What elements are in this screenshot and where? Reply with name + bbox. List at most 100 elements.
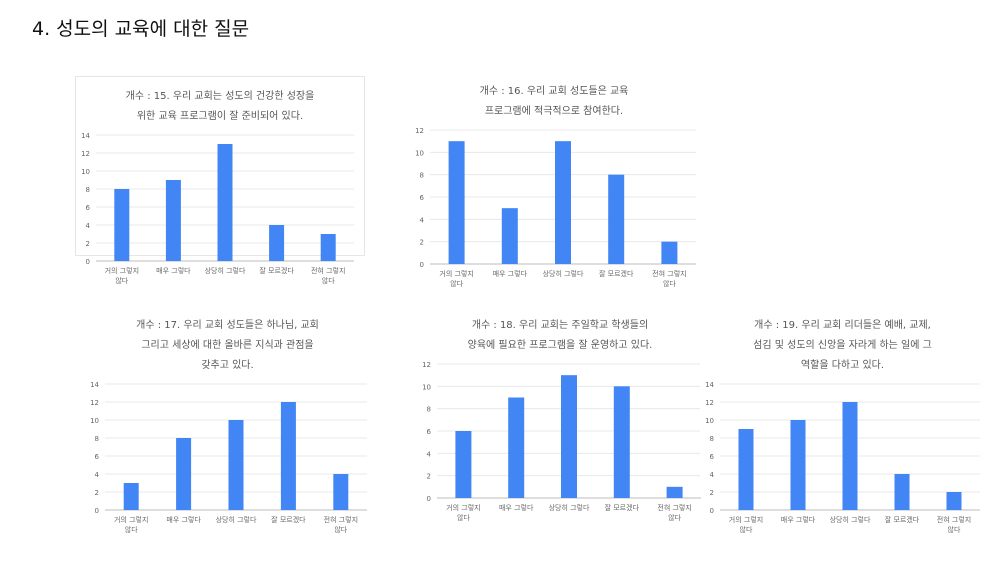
- y-tick-label: 4: [95, 471, 100, 479]
- x-category-label: 상당히 그렇다: [205, 266, 246, 275]
- bar: [280, 402, 296, 510]
- y-tick-label: 10: [415, 149, 424, 157]
- y-tick-label: 4: [86, 222, 91, 230]
- y-tick-label: 10: [90, 417, 99, 425]
- x-category-label: 않다: [125, 525, 138, 534]
- x-category-label: 잘 모르겠다: [885, 515, 920, 524]
- y-tick-label: 8: [710, 435, 714, 443]
- x-category-label: 상당히 그렇다: [549, 503, 590, 512]
- x-category-label: 매우 그렇다: [166, 515, 201, 524]
- bar: [269, 225, 285, 261]
- chart-title-line: 갖추고 있다.: [201, 360, 254, 371]
- bar: [448, 141, 465, 264]
- x-category-label: 전혀 그렇지: [937, 515, 971, 524]
- bar: [123, 483, 139, 510]
- y-tick-label: 14: [90, 381, 99, 389]
- x-category-label: 잘 모르겠다: [599, 269, 634, 278]
- bar: [894, 474, 910, 510]
- x-category-label: 거의 그렇지: [729, 515, 763, 524]
- chart-title-line: 역할을 다하고 있다.: [800, 360, 885, 371]
- y-tick-label: 2: [95, 489, 99, 497]
- y-tick-label: 0: [420, 261, 424, 269]
- bar: [561, 375, 577, 498]
- y-tick-label: 12: [415, 127, 424, 135]
- y-tick-label: 2: [86, 240, 90, 248]
- y-tick-label: 6: [427, 428, 432, 436]
- y-tick-label: 0: [86, 258, 90, 266]
- y-tick-label: 14: [81, 132, 90, 140]
- x-category-label: 않다: [450, 279, 463, 288]
- y-tick-label: 6: [86, 204, 91, 212]
- y-tick-label: 2: [427, 473, 431, 481]
- y-tick-label: 0: [710, 507, 714, 515]
- y-tick-label: 12: [705, 399, 714, 407]
- page-title: 4. 성도의 교육에 대한 질문: [32, 18, 250, 40]
- x-category-label: 잘 모르겠다: [259, 266, 294, 275]
- x-category-label: 않다: [740, 525, 753, 534]
- bar: [790, 420, 806, 510]
- x-category-label: 않다: [322, 276, 335, 285]
- x-category-label: 잘 모르겠다: [605, 503, 640, 512]
- x-category-label: 상당히 그렇다: [830, 515, 871, 524]
- chart-card-4: 개수 : 18. 우리 교회는 주일학교 학생들의 양육에 필요한 프로그램을 잘…: [415, 316, 705, 522]
- x-category-label: 전혀 그렇지: [324, 515, 358, 524]
- chart-title-line: 개수 : 18. 우리 교회는 주일학교 학생들의: [471, 320, 649, 331]
- y-tick-label: 10: [422, 383, 431, 391]
- chart-title-line: 개수 : 17. 우리 교회 성도들은 하나님, 교회: [136, 320, 319, 331]
- x-category-label: 거의 그렇지: [105, 266, 139, 275]
- y-tick-label: 12: [90, 399, 99, 407]
- chart-card-5: 개수 : 19. 우리 교회 리더들은 예배, 교제, 섬김 및 성도의 신앙을 …: [700, 316, 985, 534]
- y-tick-label: 12: [81, 150, 90, 158]
- y-tick-label: 6: [420, 194, 425, 202]
- x-category-label: 않다: [457, 513, 470, 522]
- chart-title: 개수 : 18. 우리 교회는 주일학교 학생들의 양육에 필요한 프로그램을 잘…: [415, 316, 705, 356]
- x-category-label: 매우 그렇다: [499, 503, 534, 512]
- y-tick-label: 0: [95, 507, 99, 515]
- bar: [613, 386, 630, 498]
- bar: [320, 234, 336, 261]
- x-category-label: 않다: [115, 276, 128, 285]
- x-category-label: 않다: [948, 525, 961, 534]
- x-category-label: 전혀 그렇지: [657, 503, 691, 512]
- y-tick-label: 8: [427, 406, 431, 414]
- bar: [608, 174, 625, 264]
- chart-title-line: 그리고 세상에 대한 올바른 지식과 관점을: [141, 340, 314, 351]
- bar: [455, 431, 472, 498]
- bar: [946, 492, 962, 510]
- bar: [738, 429, 754, 510]
- chart-title-line: 프로그램에 적극적으로 참여한다.: [484, 106, 624, 117]
- y-tick-label: 4: [420, 216, 425, 224]
- bar: [176, 438, 192, 510]
- y-tick-label: 4: [710, 471, 715, 479]
- chart-title-line: 개수 : 19. 우리 교회 리더들은 예배, 교제,: [754, 320, 931, 331]
- chart-title: 개수 : 19. 우리 교회 리더들은 예배, 교제, 섬김 및 성도의 신앙을 …: [700, 316, 985, 376]
- bar: [333, 474, 349, 510]
- bar: [501, 208, 518, 264]
- y-tick-label: 8: [95, 435, 99, 443]
- x-category-label: 전혀 그렇지: [652, 269, 686, 278]
- x-category-label: 상당히 그렇다: [543, 269, 584, 278]
- x-category-label: 매우 그렇다: [156, 266, 191, 275]
- bar: [555, 141, 571, 264]
- x-category-label: 전혀 그렇지: [311, 266, 345, 275]
- bar: [842, 402, 858, 510]
- x-category-label: 않다: [663, 279, 676, 288]
- chart-title-line: 개수 : 16. 우리 교회 성도들은 교육: [479, 86, 629, 97]
- x-category-label: 거의 그렇지: [446, 503, 480, 512]
- y-tick-label: 2: [710, 489, 714, 497]
- x-category-label: 잘 모르겠다: [271, 515, 306, 524]
- y-tick-label: 8: [86, 186, 90, 194]
- y-tick-label: 14: [705, 381, 714, 389]
- y-tick-label: 4: [427, 450, 432, 458]
- y-tick-label: 10: [705, 417, 714, 425]
- x-category-label: 않다: [334, 525, 347, 534]
- chart-title-line: 위한 교육 프로그램이 잘 준비되어 있다.: [136, 111, 304, 122]
